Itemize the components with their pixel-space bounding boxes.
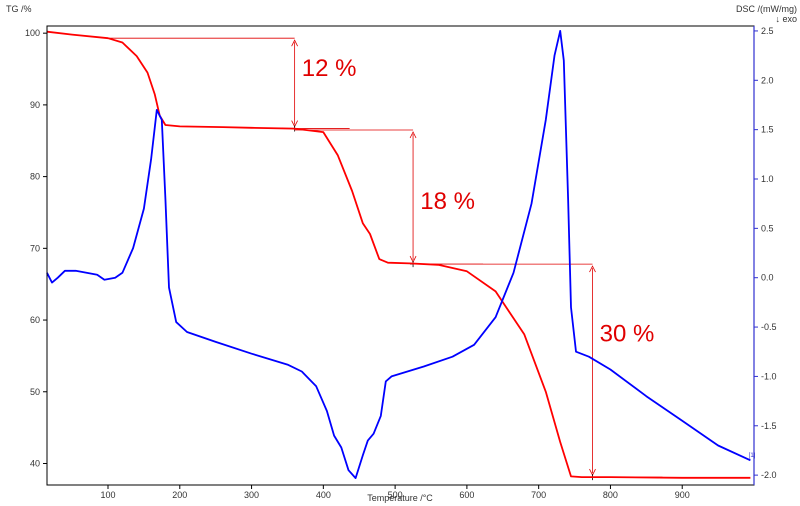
x-tick-label: 300	[244, 490, 259, 500]
left-tick-label: 90	[30, 100, 40, 110]
axis-ticks: 100 200 300 400 500 600 700 800 900 100 90 80 70 60 50…	[25, 26, 777, 500]
series-layer	[46, 30, 751, 479]
right-tick-label: -0.5	[761, 322, 777, 332]
left-tick-label: 40	[30, 458, 40, 468]
step-label: 12 %	[302, 55, 357, 82]
right-axis-subtitle: ↓ exo	[775, 14, 797, 24]
right-tick-label: -1.5	[761, 421, 777, 431]
step-arrow-head-up	[291, 39, 298, 47]
left-tick-label: 50	[30, 387, 40, 397]
right-tick-label: 1.5	[761, 125, 774, 135]
step-label: 30 %	[600, 321, 655, 348]
right-tick-label: -2.0	[761, 470, 777, 480]
right-tick-label: 1.0	[761, 174, 774, 184]
x-tick-label: 600	[459, 490, 474, 500]
annotation-layer: 12 % 18 % 30 %	[108, 37, 663, 481]
left-tick-label: 60	[30, 315, 40, 325]
x-tick-label: 900	[675, 490, 690, 500]
step-arrow-head-up	[409, 131, 417, 139]
right-tick-label: 2.5	[761, 26, 774, 36]
right-axis-title: DSC /(mW/mg)	[736, 4, 797, 14]
x-axis-title: Temperature /°C	[367, 493, 433, 503]
step-arrow-head-up	[589, 265, 596, 273]
x-tick-label: 200	[172, 490, 187, 500]
step-label: 18 %	[420, 188, 475, 215]
dsc-curve	[46, 30, 751, 479]
left-tick-label: 80	[30, 172, 40, 182]
right-tick-label: 2.0	[761, 75, 774, 85]
x-tick-label: 700	[531, 490, 546, 500]
left-tick-label: 70	[30, 243, 40, 253]
left-tick-label: 100	[25, 28, 40, 38]
right-tick-label: 0.5	[761, 223, 774, 233]
x-tick-label: 100	[100, 490, 115, 500]
x-tick-label: 400	[316, 490, 331, 500]
curve-end-marker: [1]	[749, 453, 756, 459]
left-axis-title: TG /%	[6, 4, 32, 14]
right-tick-label: -1.0	[761, 371, 777, 381]
tg-curve	[46, 30, 751, 479]
x-tick-label: 500	[388, 490, 403, 500]
x-tick-label: 800	[603, 490, 618, 500]
right-tick-label: 0.0	[761, 273, 774, 283]
